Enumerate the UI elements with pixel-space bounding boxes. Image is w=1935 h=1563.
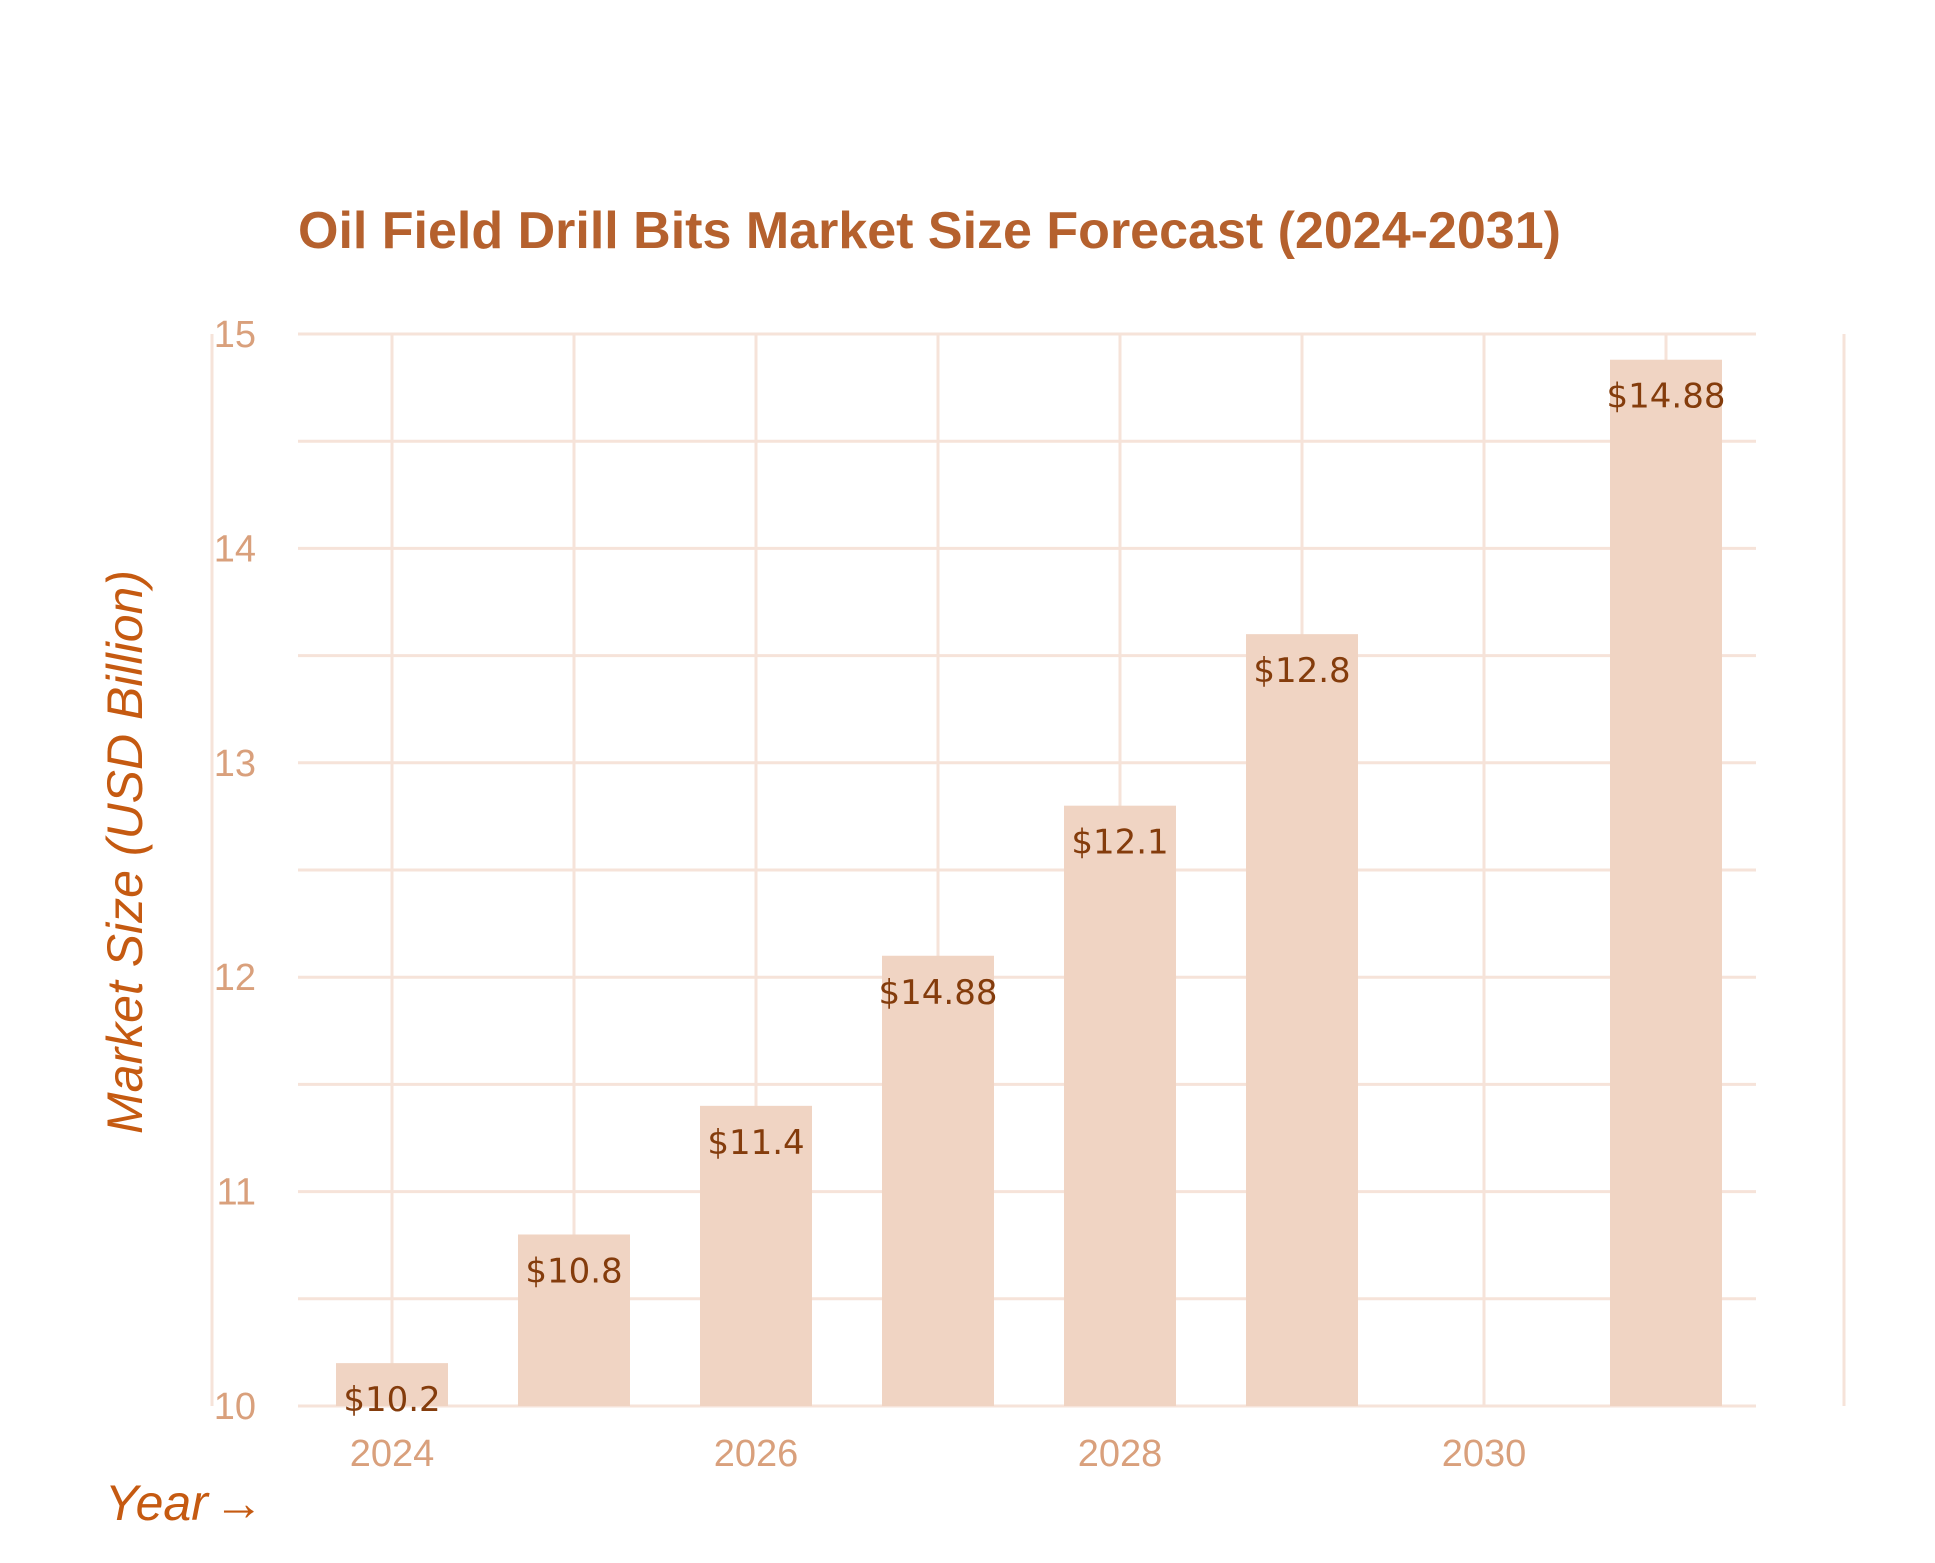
bar-value-label: $10.8 [525, 1251, 622, 1291]
bar [882, 955, 994, 1406]
x-tick-label: 2024 [350, 1433, 435, 1475]
bar [1610, 359, 1722, 1406]
bar [700, 1105, 812, 1406]
y-tick-label: 14 [214, 528, 256, 570]
x-tick-label: 2030 [1442, 1433, 1527, 1475]
bar-value-label: $14.88 [1607, 377, 1726, 417]
chart-title: Oil Field Drill Bits Market Size Forecas… [298, 202, 1561, 260]
bar-value-label: $14.88 [879, 973, 998, 1013]
x-tick-labels: 2024 2026 2028 2030 [350, 1433, 1527, 1475]
bar-value-label: $12.8 [1253, 651, 1350, 691]
y-tick-labels: 10 11 12 13 14 15 [214, 314, 256, 1428]
y-tick-label: 11 [217, 1172, 256, 1214]
bar-value-label: $11.4 [707, 1123, 804, 1163]
bar [1064, 805, 1176, 1406]
y-tick-label: 10 [214, 1386, 256, 1428]
bar [336, 1363, 448, 1406]
bar-value-label: $10.2 [343, 1380, 440, 1420]
bar [518, 1234, 630, 1406]
x-axis-label-text: Year [105, 1475, 210, 1531]
x-axis-label: Year → [105, 1475, 264, 1531]
bar [1246, 634, 1358, 1406]
arrow-right-icon: → [214, 1475, 264, 1531]
bar-value-label: $12.1 [1071, 823, 1168, 863]
grid-lines [210, 332, 1846, 1408]
x-tick-label: 2028 [1078, 1433, 1163, 1475]
y-tick-label: 13 [214, 743, 256, 785]
x-tick-label: 2026 [714, 1433, 799, 1475]
y-tick-label: 15 [214, 314, 256, 356]
y-axis-label: Market Size (USD Billion) [97, 570, 153, 1134]
y-tick-label: 12 [214, 957, 256, 999]
bars: $10.2 $10.8 $11.4 $14.88 $12.1 $12.8 $14.88 [336, 359, 1726, 1420]
